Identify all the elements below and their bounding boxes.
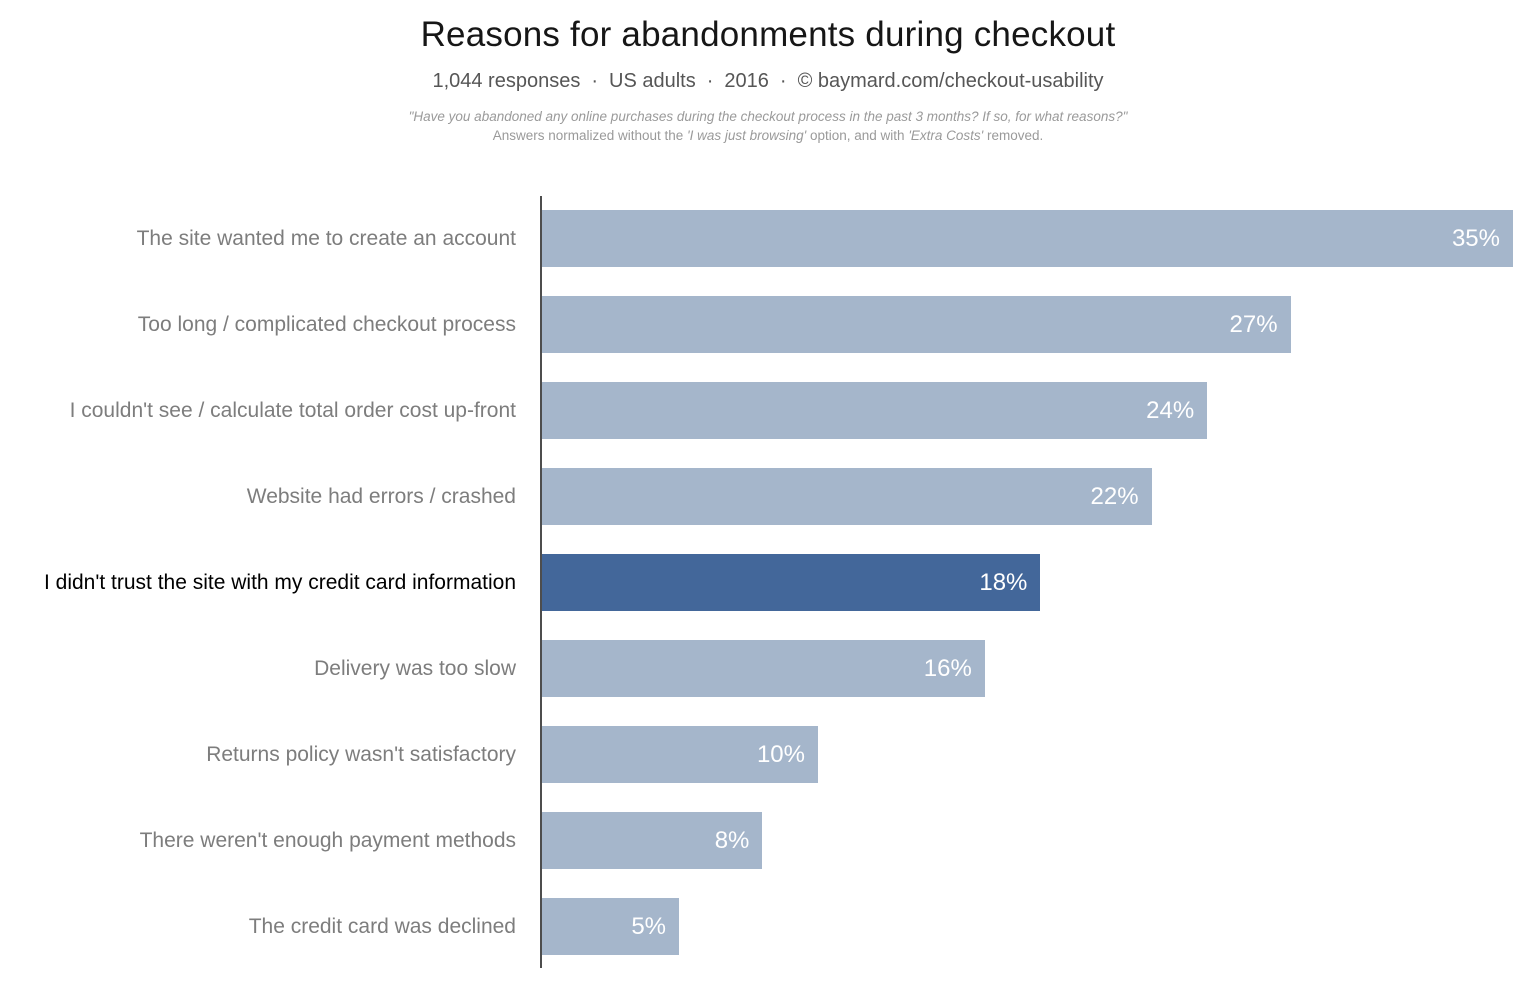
chart-row-highlighted: I didn't trust the site with my credit c… <box>0 554 1536 611</box>
bar-track: 10% <box>540 726 1513 783</box>
bar-value-label: 24% <box>1146 396 1195 424</box>
bar-chart: The site wanted me to create an account … <box>0 196 1536 984</box>
bar-value-label: 10% <box>756 740 805 768</box>
chart-row: There weren't enough payment methods 8% <box>0 812 1536 869</box>
category-label: The site wanted me to create an account <box>136 226 516 250</box>
chart-row: Website had errors / crashed 22% <box>0 468 1536 525</box>
bar-track: 8% <box>540 812 1513 869</box>
category-label: I didn't trust the site with my credit c… <box>43 570 516 594</box>
normalization-note: Answers normalized without the 'I was ju… <box>492 127 1044 143</box>
chart-row: The credit card was declined 5% <box>0 898 1536 955</box>
dot-separator: · <box>591 70 599 92</box>
bar: 10% <box>540 726 818 783</box>
bar-value-label: 5% <box>631 912 666 940</box>
bar: 16% <box>540 640 985 697</box>
chart-row: Returns policy wasn't satisfactory 10% <box>0 726 1536 783</box>
bar-highlighted: 18% <box>540 554 1041 611</box>
dot-separator: · <box>779 70 787 92</box>
subtitle-year: 2016 <box>724 70 769 92</box>
category-label: The credit card was declined <box>248 914 516 938</box>
bar-track: 27% <box>540 296 1513 353</box>
chart-subtitle: 1,044 responses · US adults · 2016 · © baymard… <box>0 70 1536 93</box>
bar-value-label: 27% <box>1229 310 1278 338</box>
bar-value-label: 22% <box>1090 482 1139 510</box>
bar: 22% <box>540 468 1152 525</box>
subtitle-responses: 1,044 responses <box>432 70 581 92</box>
bar-track: 35% <box>540 210 1513 267</box>
chart-footnote: "Have you abandoned any online purchases… <box>0 108 1536 146</box>
bar-value-label: 35% <box>1451 224 1500 252</box>
bar-track: 16% <box>540 640 1513 697</box>
y-axis-line <box>540 196 542 968</box>
category-label: Too long / complicated checkout process <box>137 312 516 336</box>
bar-track: 5% <box>540 898 1513 955</box>
bar-track: 18% <box>540 554 1513 611</box>
bar-value-label: 16% <box>923 654 972 682</box>
chart-row: Delivery was too slow 16% <box>0 640 1536 697</box>
category-label: I couldn't see / calculate total order c… <box>69 398 516 422</box>
category-label: Returns policy wasn't satisfactory <box>206 742 516 766</box>
category-label: Website had errors / crashed <box>246 484 516 508</box>
chart-header: Reasons for abandonments during checkout… <box>0 0 1536 146</box>
bar-track: 24% <box>540 382 1513 439</box>
subtitle-audience: US adults <box>609 70 696 92</box>
bar-value-label: 8% <box>714 826 750 854</box>
bar: 35% <box>540 210 1513 267</box>
dot-separator: · <box>706 70 714 92</box>
chart-row: I couldn't see / calculate total order c… <box>0 382 1536 439</box>
bar: 5% <box>540 898 679 955</box>
bar: 27% <box>540 296 1291 353</box>
bar-value-label: 18% <box>979 568 1028 596</box>
survey-question: "Have you abandoned any online purchases… <box>408 109 1128 124</box>
subtitle-source-link[interactable]: © baymard.com/checkout-usability <box>797 70 1104 92</box>
bar: 24% <box>540 382 1208 439</box>
category-label: There weren't enough payment methods <box>139 828 516 852</box>
chart-title: Reasons for abandonments during checkout <box>420 15 1116 54</box>
bar-track: 22% <box>540 468 1513 525</box>
chart-row: The site wanted me to create an account … <box>0 210 1536 267</box>
chart-row: Too long / complicated checkout process … <box>0 296 1536 353</box>
bar: 8% <box>540 812 763 869</box>
category-label: Delivery was too slow <box>314 656 516 680</box>
